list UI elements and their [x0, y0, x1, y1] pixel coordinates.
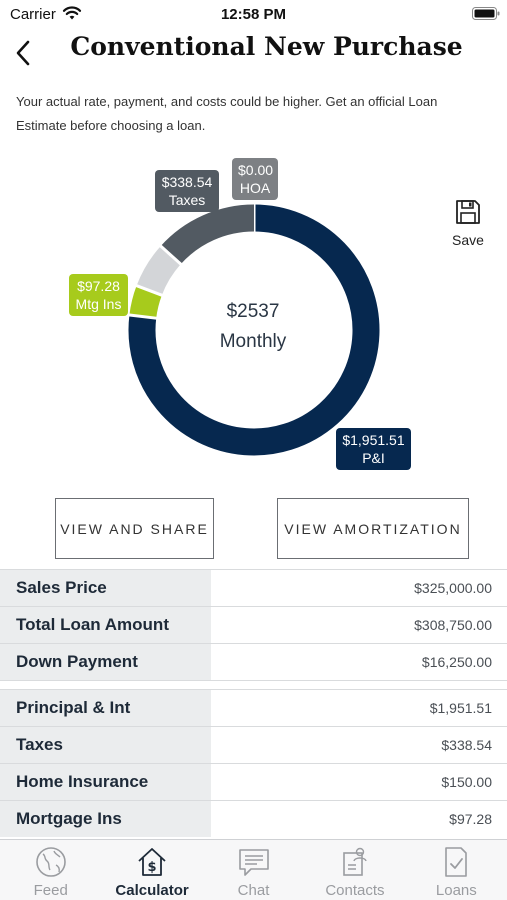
- table-group-divider: [0, 680, 507, 689]
- row-label: Down Payment: [0, 644, 211, 680]
- document-check-icon: [445, 847, 468, 877]
- row-label: Taxes: [0, 727, 211, 763]
- floppy-disk-icon: [456, 200, 480, 224]
- table-row: Principal & Int $1,951.51: [0, 689, 507, 726]
- donut-segment-home-insurance: [136, 246, 182, 296]
- tab-contacts[interactable]: Contacts: [304, 840, 405, 900]
- status-bar: Carrier 12:58 PM: [0, 0, 507, 30]
- mtg-ins-callout-value: $97.28: [77, 278, 120, 294]
- row-value: $308,750.00: [414, 617, 492, 633]
- table-row: Taxes $338.54: [0, 726, 507, 763]
- globe-icon: [35, 847, 66, 877]
- payment-donut-chart: $2537 Monthly $338.54 Taxes $0.00 HOA $9…: [0, 150, 507, 485]
- table-row: Down Payment $16,250.00: [0, 643, 507, 680]
- svg-text:$: $: [148, 860, 157, 875]
- view-amortization-button[interactable]: VIEW AMORTIZATION: [277, 498, 469, 559]
- tab-label: Chat: [237, 882, 270, 899]
- taxes-callout-value: $338.54: [161, 174, 213, 190]
- tab-chat[interactable]: Chat: [203, 840, 304, 900]
- donut-svg: [128, 203, 380, 456]
- taxes-callout-name: Taxes: [168, 192, 206, 208]
- mtg-ins-callout-name: Mtg Ins: [75, 296, 122, 312]
- chevron-left-icon: [16, 40, 30, 66]
- pi-callout-name: P&I: [362, 450, 385, 466]
- carrier-label: Carrier: [10, 6, 56, 23]
- page-title: Conventional New Purchase: [70, 32, 463, 61]
- table-row: Mortgage Ins $97.28: [0, 800, 507, 837]
- hoa-callout-name: HOA: [239, 180, 271, 196]
- tab-label: Calculator: [115, 882, 189, 899]
- contacts-icon: [343, 847, 367, 876]
- hoa-callout: $0.00 HOA: [232, 158, 278, 200]
- mtg-ins-callout: $97.28 Mtg Ins: [69, 274, 128, 316]
- donut-segment-p-i: [128, 204, 380, 456]
- row-value: $97.28: [449, 811, 492, 827]
- row-value: $338.54: [441, 737, 492, 753]
- table-row: Total Loan Amount $308,750.00: [0, 606, 507, 643]
- tab-label: Loans: [435, 882, 477, 899]
- view-and-share-button[interactable]: VIEW AND SHARE: [55, 498, 214, 559]
- row-value: $150.00: [441, 774, 492, 790]
- disclaimer-text: Your actual rate, payment, and costs cou…: [16, 94, 438, 133]
- monthly-label: Monthly: [219, 331, 287, 352]
- row-label: Mortgage Ins: [0, 801, 211, 837]
- chat-icon: [238, 849, 269, 876]
- save-label: Save: [452, 232, 484, 248]
- row-label: Home Insurance: [0, 764, 211, 800]
- donut-separator: [135, 283, 164, 297]
- table-row: Sales Price $325,000.00: [0, 569, 507, 606]
- pi-callout-value: $1,951.51: [342, 432, 405, 448]
- tab-label: Feed: [33, 882, 68, 899]
- pi-callout: $1,951.51 P&I: [336, 428, 411, 470]
- row-label: Total Loan Amount: [0, 607, 211, 643]
- monthly-total: $2537: [226, 301, 280, 322]
- status-time: 12:58 PM: [220, 6, 287, 23]
- loan-details-table: Sales Price $325,000.00 Total Loan Amoun…: [0, 569, 507, 837]
- table-row: Home Insurance $150.00: [0, 763, 507, 800]
- row-label: Sales Price: [0, 570, 211, 606]
- donut-separator: [128, 313, 158, 320]
- tab-feed[interactable]: Feed: [0, 840, 101, 900]
- tab-loans[interactable]: Loans: [406, 840, 507, 900]
- hoa-callout-value: $0.00: [238, 162, 274, 178]
- row-value: $1,951.51: [429, 700, 492, 716]
- bottom-tab-bar: Feed $ Calculator Chat Contacts: [0, 839, 507, 900]
- save-button[interactable]: Save: [450, 198, 486, 250]
- donut-segment-taxes: [160, 204, 255, 265]
- wifi-icon: [62, 6, 82, 20]
- tab-calculator[interactable]: $ Calculator: [101, 840, 202, 900]
- battery-icon: [472, 7, 500, 20]
- back-button[interactable]: [8, 36, 38, 70]
- taxes-callout: $338.54 Taxes: [155, 170, 219, 212]
- row-value: $16,250.00: [421, 654, 492, 670]
- row-label: Principal & Int: [0, 690, 211, 726]
- tab-label: Contacts: [325, 882, 385, 899]
- donut-separator: [158, 244, 183, 266]
- donut-segment-mtg-ins: [129, 285, 162, 319]
- row-value: $325,000.00: [414, 580, 492, 596]
- house-dollar-icon: $: [138, 848, 166, 876]
